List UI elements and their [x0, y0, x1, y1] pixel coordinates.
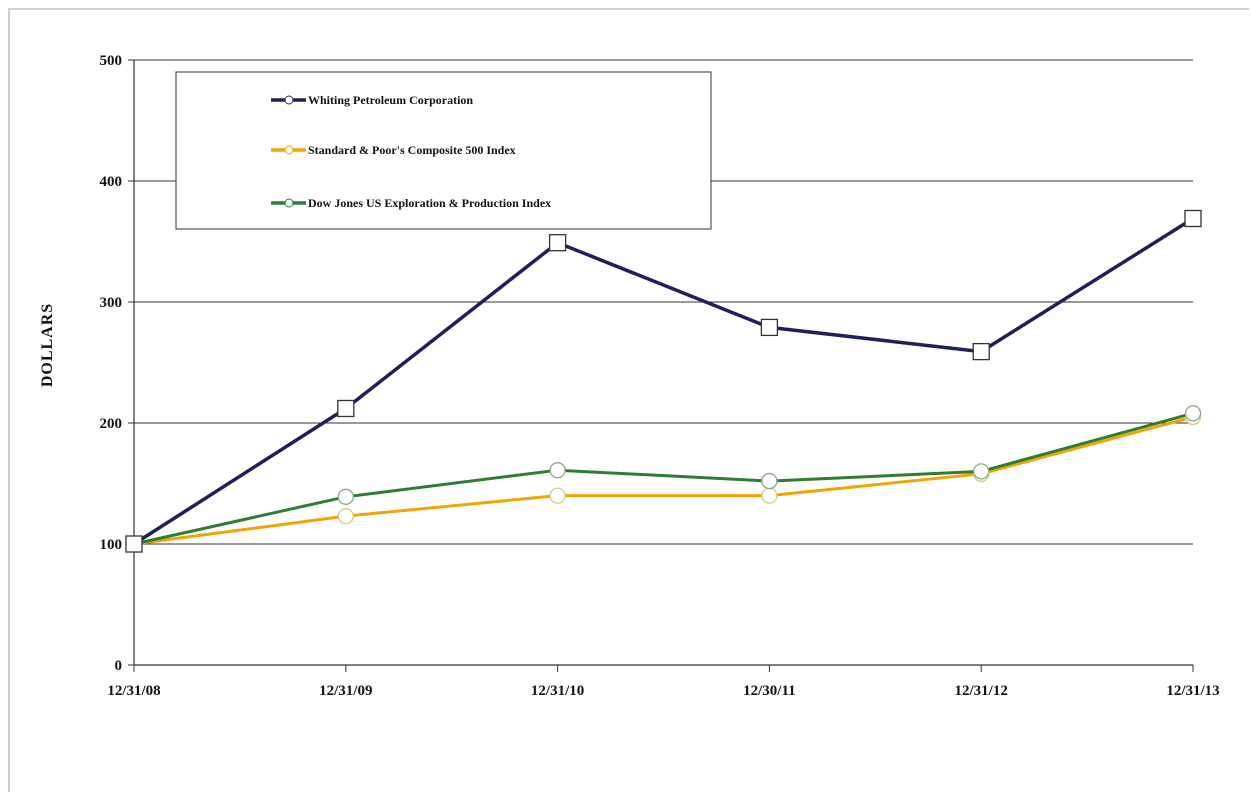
data-point [760, 318, 779, 337]
series-line [133, 217, 1194, 546]
data-point [1184, 209, 1202, 228]
x-tick-label: 12/31/09 [319, 683, 372, 699]
data-point [548, 234, 567, 252]
y-tick-label: 200 [100, 416, 123, 432]
legend-marker [284, 198, 294, 208]
y-axis-label: DOLLARS [39, 303, 56, 387]
data-point [1184, 405, 1202, 422]
legend-label: Whiting Petroleum Corporation [308, 93, 473, 107]
y-tick-label: 100 [100, 537, 123, 553]
chart-frame [8, 8, 1249, 792]
data-point [761, 472, 778, 490]
data-point [337, 508, 354, 525]
series-line [133, 411, 1194, 546]
data-point [549, 487, 566, 504]
legend-label: Standard & Poor's Composite 500 Index [308, 143, 516, 157]
data-point [972, 342, 990, 361]
legend-marker [284, 95, 294, 105]
series-lines [125, 209, 1202, 553]
data-point [549, 462, 566, 479]
x-tick-label: 12/31/12 [955, 683, 1008, 699]
x-tick-label: 12/31/10 [531, 683, 584, 699]
legend-marker [284, 145, 294, 155]
legend: Whiting Petroleum Corporation Standard & … [175, 71, 712, 230]
data-point [761, 487, 778, 504]
series-line [133, 415, 1194, 546]
y-tick-label: 0 [115, 658, 123, 674]
axes: 0 100 200 300 400 500 12/31/08 12/31/09 12/31/10… [100, 53, 1220, 699]
y-tick-label: 300 [100, 295, 123, 311]
y-tick-label: 500 [100, 53, 123, 69]
legend-label: Dow Jones US Exploration & Production In… [308, 196, 551, 210]
x-tick-label: 12/31/08 [107, 683, 160, 699]
x-tick-label: 12/31/13 [1166, 683, 1219, 699]
data-point [337, 399, 355, 418]
data-point [973, 463, 990, 480]
y-tick-label: 400 [100, 174, 123, 190]
data-point [337, 488, 354, 505]
legend-box [175, 71, 712, 230]
data-point [125, 535, 143, 553]
x-tick-label: 12/30/11 [743, 683, 796, 699]
